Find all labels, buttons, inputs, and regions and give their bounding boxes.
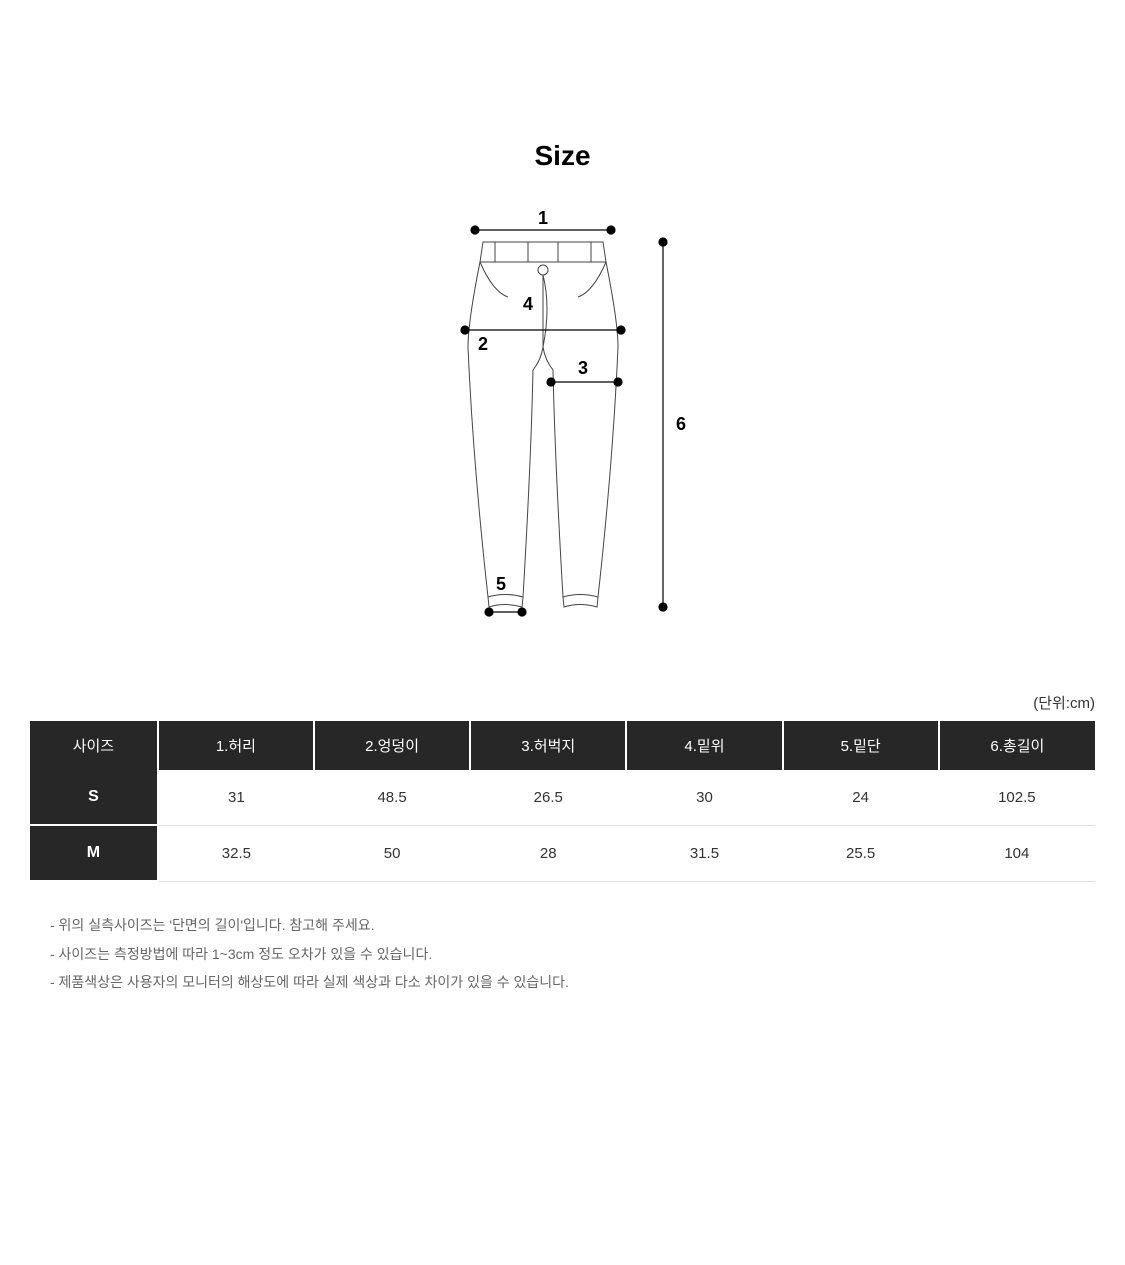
table-cell: 28 bbox=[470, 825, 626, 881]
size-table: 사이즈 1.허리 2.엉덩이 3.허벅지 4.밑위 5.밑단 6.총길이 S 3… bbox=[30, 721, 1095, 882]
pants-diagram: 1 2 3 4 5 6 bbox=[413, 202, 713, 642]
note-line: - 제품색상은 사용자의 모니터의 해상도에 따라 실제 색상과 다소 차이가 … bbox=[50, 969, 1075, 996]
col-header: 5.밑단 bbox=[783, 721, 939, 770]
table-row: M 32.5 50 28 31.5 25.5 104 bbox=[30, 825, 1095, 881]
table-cell: 24 bbox=[783, 770, 939, 825]
row-header: M bbox=[30, 825, 158, 881]
table-cell: 26.5 bbox=[470, 770, 626, 825]
table-cell: 30 bbox=[626, 770, 782, 825]
page-title: Size bbox=[0, 140, 1125, 172]
table-cell: 32.5 bbox=[158, 825, 314, 881]
diagram-label-5: 5 bbox=[495, 574, 505, 594]
notes-section: - 위의 실측사이즈는 '단면의 길이'입니다. 참고해 주세요. - 사이즈는… bbox=[50, 912, 1075, 996]
table-row: S 31 48.5 26.5 30 24 102.5 bbox=[30, 770, 1095, 825]
diagram-label-4: 4 bbox=[522, 294, 532, 314]
col-header: 1.허리 bbox=[158, 721, 314, 770]
table-cell: 102.5 bbox=[939, 770, 1095, 825]
table-cell: 31.5 bbox=[626, 825, 782, 881]
col-header: 6.총길이 bbox=[939, 721, 1095, 770]
note-line: - 사이즈는 측정방법에 따라 1~3cm 정도 오차가 있을 수 있습니다. bbox=[50, 941, 1075, 968]
table-cell: 25.5 bbox=[783, 825, 939, 881]
col-header: 4.밑위 bbox=[626, 721, 782, 770]
diagram-label-6: 6 bbox=[675, 414, 685, 434]
note-line: - 위의 실측사이즈는 '단면의 길이'입니다. 참고해 주세요. bbox=[50, 912, 1075, 939]
diagram-label-3: 3 bbox=[577, 358, 587, 378]
col-header: 2.엉덩이 bbox=[314, 721, 470, 770]
diagram-label-1: 1 bbox=[537, 208, 547, 228]
table-cell: 31 bbox=[158, 770, 314, 825]
table-header-row: 사이즈 1.허리 2.엉덩이 3.허벅지 4.밑위 5.밑단 6.총길이 bbox=[30, 721, 1095, 770]
col-header: 3.허벅지 bbox=[470, 721, 626, 770]
table-cell: 104 bbox=[939, 825, 1095, 881]
diagram-label-2: 2 bbox=[477, 334, 487, 354]
unit-label: (단위:cm) bbox=[0, 692, 1125, 713]
row-header: S bbox=[30, 770, 158, 825]
diagram-container: 1 2 3 4 5 6 bbox=[0, 202, 1125, 642]
table-cell: 48.5 bbox=[314, 770, 470, 825]
table-cell: 50 bbox=[314, 825, 470, 881]
col-header: 사이즈 bbox=[30, 721, 158, 770]
